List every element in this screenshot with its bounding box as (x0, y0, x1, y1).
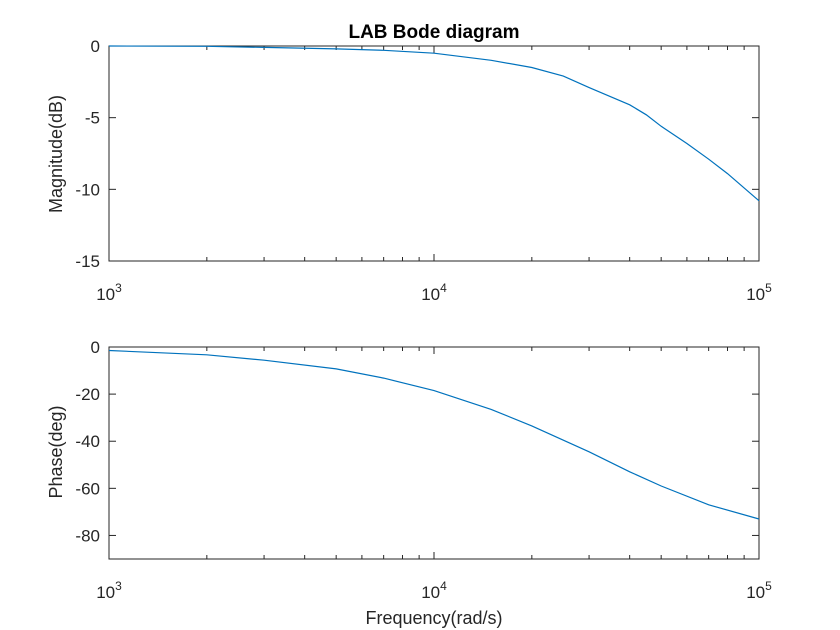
phase-plot: 103 104 105 0 -20 -40 -60 -80 Phase(deg) Frequenc… (46, 338, 772, 628)
y-tick-label: -10 (75, 180, 100, 199)
x-tick-label: 105 (746, 281, 772, 304)
y-tick-label: -40 (75, 432, 100, 451)
y-tick-label: -5 (85, 109, 100, 128)
x-tick-label: 104 (421, 579, 447, 602)
chart-title: LAB Bode diagram (348, 22, 519, 43)
phase-line (108, 349, 760, 520)
plot-frame (108, 45, 760, 262)
y-axis-label: Phase(deg) (46, 405, 66, 498)
magnitude-plot: 103 104 105 0 -5 -10 -15 Magnitude(dB) LAB Bode … (46, 22, 772, 304)
magnitude-line (108, 45, 760, 202)
y-tick-label: -15 (75, 252, 100, 271)
y-tick-label: 0 (91, 338, 100, 357)
y-tick-label: -80 (75, 526, 100, 545)
plot-frame (108, 346, 760, 560)
y-tick-label: -60 (75, 479, 100, 498)
y-tick-label: 0 (91, 37, 100, 56)
y-axis-label: Magnitude(dB) (46, 95, 66, 213)
x-tick-label: 104 (421, 281, 447, 304)
x-tick-label: 105 (746, 579, 772, 602)
y-tick-label: -20 (75, 385, 100, 404)
x-tick-label: 103 (96, 281, 122, 304)
x-tick-label: 103 (96, 579, 122, 602)
x-axis-label: Frequency(rad/s) (365, 608, 502, 628)
